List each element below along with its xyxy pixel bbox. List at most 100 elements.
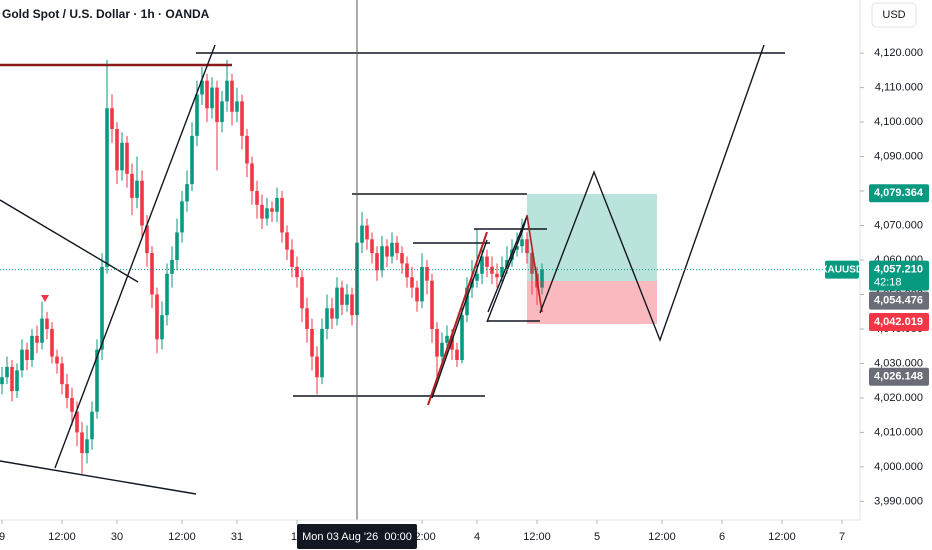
candle-body bbox=[45, 318, 49, 329]
candle-body bbox=[385, 246, 389, 257]
candle-body bbox=[235, 101, 239, 112]
x-tick-label: 31 bbox=[231, 531, 243, 543]
candle-body bbox=[420, 266, 424, 302]
candle-body bbox=[130, 173, 134, 198]
target-zone bbox=[527, 194, 657, 281]
flag bbox=[486, 215, 528, 323]
candle-body bbox=[165, 273, 169, 316]
y-tick-label: 4,070.000 bbox=[874, 219, 923, 231]
candle-body bbox=[110, 108, 114, 129]
candle-body bbox=[275, 197, 279, 212]
candle-body bbox=[25, 349, 29, 360]
price-label: 4,079.364 bbox=[874, 187, 924, 199]
currency-button[interactable] bbox=[871, 2, 917, 28]
candle-body bbox=[205, 80, 209, 109]
candle-body bbox=[60, 363, 64, 385]
candle-body bbox=[340, 287, 344, 305]
candle-body bbox=[230, 80, 234, 112]
candle-body bbox=[530, 253, 534, 274]
candle-body bbox=[400, 253, 404, 264]
candle-body bbox=[460, 315, 464, 360]
x-tick-label: 12:00 bbox=[648, 531, 676, 543]
candle-body bbox=[100, 266, 104, 350]
crosshair-label-box bbox=[297, 524, 417, 549]
candle-body bbox=[390, 242, 394, 257]
candle-body bbox=[150, 253, 154, 295]
candle-body bbox=[50, 328, 54, 357]
candle-body bbox=[240, 101, 244, 136]
candle-body bbox=[325, 308, 329, 329]
candle-body bbox=[15, 370, 19, 392]
symbol-box bbox=[825, 260, 859, 279]
candle-body bbox=[320, 328, 324, 378]
countdown: 42:18 bbox=[874, 277, 902, 289]
candle-body bbox=[480, 256, 484, 274]
candle-body bbox=[435, 328, 439, 357]
candle-body bbox=[80, 432, 84, 454]
candle-body bbox=[490, 266, 494, 274]
candle-body bbox=[270, 208, 274, 212]
candle-body bbox=[245, 135, 249, 164]
candle-body bbox=[475, 273, 479, 281]
candle-body bbox=[95, 349, 99, 412]
candle-body bbox=[510, 249, 514, 260]
candle-body bbox=[75, 411, 79, 433]
x-tick-label: 12:00 bbox=[48, 531, 76, 543]
currency[interactable]: USD bbox=[882, 9, 905, 21]
candle-body bbox=[280, 197, 284, 233]
candle-body bbox=[485, 256, 489, 267]
candle-body bbox=[70, 397, 74, 412]
candle-body bbox=[540, 269, 544, 288]
candle-body bbox=[495, 273, 499, 278]
candle-body bbox=[395, 242, 399, 254]
candle-body bbox=[330, 308, 334, 319]
channel-line bbox=[431, 239, 488, 399]
candle-body bbox=[5, 366, 9, 378]
flag-line bbox=[526, 214, 543, 313]
candle-body bbox=[415, 287, 419, 302]
candle-body bbox=[520, 239, 524, 247]
last-price-box bbox=[869, 260, 929, 291]
price-label-box bbox=[869, 291, 929, 310]
y-tick-label: 4,030.000 bbox=[874, 357, 923, 369]
candle-body bbox=[430, 280, 434, 329]
candle-body bbox=[260, 204, 264, 219]
candle-body bbox=[105, 108, 109, 267]
candle-body bbox=[365, 225, 369, 240]
candle-body bbox=[155, 294, 159, 340]
x-tick-label: 4 bbox=[474, 531, 480, 543]
candle-body bbox=[285, 232, 289, 250]
candle-body bbox=[140, 180, 144, 226]
candle-body bbox=[350, 294, 354, 316]
price-label: 4,054.476 bbox=[874, 295, 923, 307]
trend-line bbox=[0, 460, 197, 495]
candle-body bbox=[255, 191, 259, 205]
x-tick-label: 5 bbox=[594, 531, 600, 543]
candle-body bbox=[40, 318, 44, 343]
candle-body bbox=[455, 349, 459, 360]
candle-body bbox=[500, 266, 504, 278]
candle-body bbox=[290, 249, 294, 267]
candle-body bbox=[200, 80, 204, 95]
candle-body bbox=[160, 315, 164, 340]
candle-body bbox=[375, 253, 379, 271]
candle-body bbox=[35, 335, 39, 343]
y-tick-label: 4,120.000 bbox=[874, 47, 923, 59]
candle-body bbox=[465, 287, 469, 316]
price-label-box bbox=[869, 184, 929, 203]
candle-body bbox=[370, 239, 374, 254]
symbol-label: XAUUSD bbox=[821, 264, 863, 275]
stop-zone bbox=[527, 281, 657, 324]
candle-body bbox=[295, 266, 299, 278]
candle-body bbox=[195, 94, 199, 136]
candle-body bbox=[120, 142, 124, 171]
x-tick-label: 12:00 bbox=[768, 531, 796, 543]
candle-body bbox=[250, 163, 254, 192]
candle-body bbox=[305, 308, 309, 329]
candle-body bbox=[145, 225, 149, 254]
y-tick-label: 4,000.000 bbox=[874, 461, 923, 473]
y-tick-label: 4,110.000 bbox=[875, 81, 923, 93]
price-label: 4,026.148 bbox=[874, 371, 923, 383]
